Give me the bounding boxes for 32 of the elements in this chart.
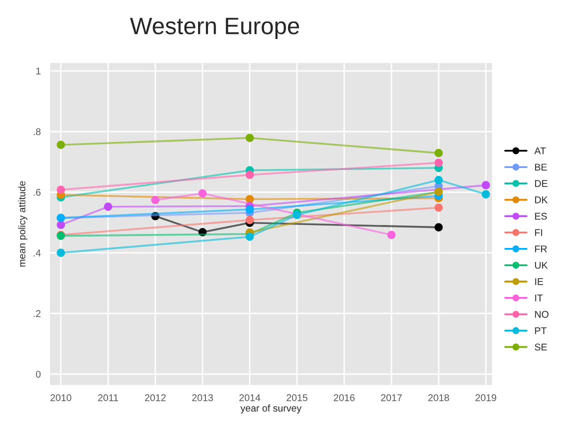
legend-label: DE — [535, 180, 548, 187]
y-tick-label: 0 — [36, 370, 41, 378]
x-tick-label: 2013 — [192, 394, 213, 402]
y-tick-label: .8 — [34, 128, 41, 136]
x-tick-label: 2011 — [98, 394, 118, 402]
legend-label: AT — [534, 147, 546, 154]
legend-label: DK — [535, 196, 548, 204]
y-tick-label: .6 — [34, 188, 41, 196]
legend-label: SE — [534, 344, 547, 350]
x-tick-label: 2015 — [286, 394, 308, 402]
y-tick-label: .2 — [34, 310, 40, 317]
legend-label: NO — [535, 310, 548, 318]
y-axis-title: mean policy attitude — [18, 181, 28, 267]
x-axis-title: year of survey — [240, 404, 302, 414]
legend-label: PT — [535, 327, 547, 334]
x-tick-label: 2019 — [476, 394, 496, 402]
y-tick-label: 1 — [36, 68, 40, 74]
x-tick-label: 2018 — [428, 394, 450, 402]
x-tick-label: 2017 — [381, 394, 402, 402]
legend-label: ES — [535, 212, 547, 220]
legend-label: IT — [535, 294, 543, 302]
x-tick-label: 2010 — [50, 394, 72, 402]
chart-title: Western Europe — [130, 18, 300, 40]
x-tick-label: 2016 — [334, 394, 355, 402]
x-tick-label: 2014 — [239, 394, 260, 402]
legend-label: BE — [535, 164, 547, 170]
legend-label: IE — [535, 278, 544, 285]
y-tick-label: .4 — [34, 250, 41, 256]
legend-label: FR — [535, 246, 547, 252]
legend-label: UK — [535, 262, 548, 269]
legend-label: FI — [535, 229, 542, 236]
x-tick-label: 2012 — [144, 394, 166, 402]
